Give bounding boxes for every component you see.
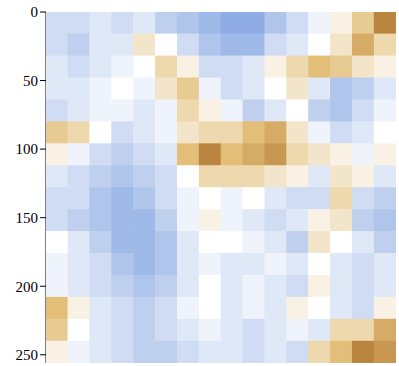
svg-text:200: 200 — [16, 279, 39, 295]
svg-text:150: 150 — [16, 210, 39, 226]
svg-text:50: 50 — [23, 73, 38, 89]
svg-text:100: 100 — [16, 141, 39, 157]
svg-text:250: 250 — [16, 347, 39, 363]
svg-text:0: 0 — [31, 4, 39, 20]
